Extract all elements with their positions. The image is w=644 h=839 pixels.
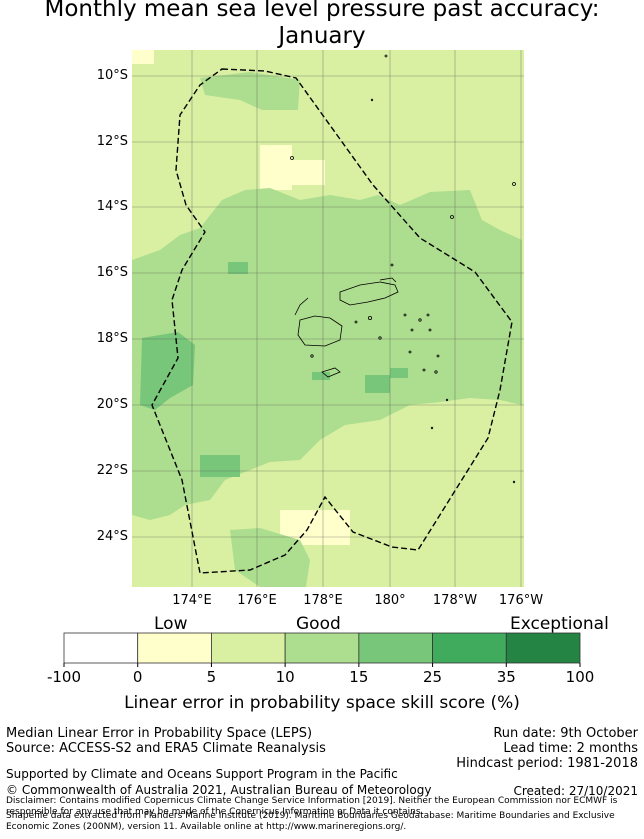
island-kadavu bbox=[321, 367, 341, 378]
category-label-low: Low bbox=[154, 614, 188, 634]
region-good-south bbox=[230, 528, 310, 587]
colorbar-segment bbox=[358, 632, 433, 664]
patch-very-low bbox=[132, 50, 154, 64]
island-small bbox=[367, 315, 372, 320]
longitude-label: 176°E bbox=[237, 593, 277, 608]
latitude-label: 24°S bbox=[96, 529, 128, 544]
hindcast-text: Hindcast period: 1981-2018 bbox=[456, 756, 638, 771]
source-text: Source: ACCESS-S2 and ERA5 Climate Reana… bbox=[6, 741, 326, 756]
colorbar-tick-label: 35 bbox=[496, 668, 516, 686]
island-taveuni bbox=[379, 277, 397, 283]
colorbar-segment bbox=[432, 632, 507, 664]
island-small bbox=[384, 54, 388, 58]
patch-very-good bbox=[140, 332, 195, 410]
patch-very-good bbox=[200, 455, 240, 477]
patch-very-good bbox=[390, 368, 408, 378]
longitude-label: 178°E bbox=[303, 593, 343, 608]
longitude-label: 174°E bbox=[172, 593, 212, 608]
lead-time-text: Lead time: 2 months bbox=[503, 741, 638, 756]
colorbar-tick-label: 10 bbox=[275, 668, 295, 686]
island-yasawa bbox=[294, 297, 309, 316]
patch-very-good bbox=[312, 372, 330, 380]
island-small bbox=[430, 426, 434, 430]
island-small bbox=[436, 354, 440, 358]
island-small bbox=[354, 320, 358, 324]
island-small bbox=[410, 328, 414, 332]
eez-boundary bbox=[151, 68, 513, 574]
island-vanua-levu bbox=[339, 281, 399, 306]
colorbar bbox=[63, 632, 581, 667]
latitude-label: 12°S bbox=[96, 134, 128, 149]
colorbar-segment bbox=[63, 632, 139, 664]
fiji-islands bbox=[290, 54, 516, 484]
graticule bbox=[132, 50, 524, 587]
island-viti-levu bbox=[297, 315, 343, 347]
longitude-label: 178°W bbox=[432, 593, 478, 608]
latitude-label: 10°S bbox=[96, 68, 128, 83]
colorbar-segment bbox=[284, 632, 360, 664]
region-good-east bbox=[440, 270, 522, 390]
island-small bbox=[428, 328, 432, 332]
patch-very-good bbox=[228, 262, 248, 274]
island-small bbox=[408, 350, 412, 354]
longitude-label: 176°W bbox=[498, 593, 544, 608]
patch-very-good bbox=[365, 375, 390, 393]
copyright-text: © Commonwealth of Australia 2021, Austra… bbox=[6, 783, 432, 797]
colorbar-tick-label: 15 bbox=[349, 668, 369, 686]
method-text: Median Linear Error in Probability Space… bbox=[6, 726, 313, 741]
island-small bbox=[390, 263, 394, 267]
patch-very-low bbox=[260, 145, 292, 190]
colorbar-tick-label: 0 bbox=[132, 668, 143, 686]
latitude-label: 22°S bbox=[96, 463, 128, 478]
latitude-label: 20°S bbox=[96, 397, 128, 412]
colorbar-tick-label: -100 bbox=[46, 668, 82, 686]
island-small bbox=[310, 354, 314, 358]
colorbar-title: Linear error in probability space skill … bbox=[124, 693, 520, 713]
chart-title-line2: January bbox=[278, 23, 366, 49]
latitude-label: 16°S bbox=[96, 265, 128, 280]
island-small bbox=[418, 318, 422, 322]
colorbar-tick-label: 25 bbox=[423, 668, 443, 686]
colorbar-segment bbox=[137, 632, 212, 664]
colorbar-segment bbox=[505, 632, 581, 664]
patch-very-low bbox=[290, 160, 325, 185]
colorbar-tick-label: 100 bbox=[565, 668, 595, 686]
island-small bbox=[426, 313, 430, 317]
island-small bbox=[434, 370, 438, 374]
latitude-label: 14°S bbox=[96, 199, 128, 214]
island-small bbox=[512, 480, 516, 484]
island-small bbox=[378, 336, 382, 340]
island-small bbox=[450, 215, 454, 219]
longitude-label: 180° bbox=[374, 593, 406, 608]
island-small bbox=[370, 98, 374, 102]
disclaimer-text: Disclaimer: Contains modified Copernicus… bbox=[6, 796, 618, 817]
island-small bbox=[422, 368, 426, 372]
run-date-text: Run date: 9th October bbox=[493, 726, 638, 741]
category-label-exceptional: Exceptional bbox=[510, 614, 609, 634]
island-small bbox=[290, 156, 294, 160]
island-small bbox=[512, 182, 516, 186]
island-small bbox=[403, 313, 407, 317]
supported-text: Supported by Climate and Oceans Support … bbox=[6, 767, 398, 781]
chart-title-line1: Monthly mean sea level pressure past acc… bbox=[44, 0, 600, 22]
skill-score-field bbox=[132, 50, 524, 587]
category-label-good: Good bbox=[296, 614, 341, 634]
colorbar-segment bbox=[211, 632, 286, 664]
region-good-north bbox=[200, 72, 300, 110]
latitude-label: 18°S bbox=[96, 331, 128, 346]
island-small bbox=[445, 398, 449, 402]
colorbar-tick-label: 5 bbox=[206, 668, 217, 686]
created-text: Created: 27/10/2021 bbox=[513, 784, 638, 798]
shapefile-text: Shapefile data extracted from Flanders M… bbox=[6, 811, 615, 832]
